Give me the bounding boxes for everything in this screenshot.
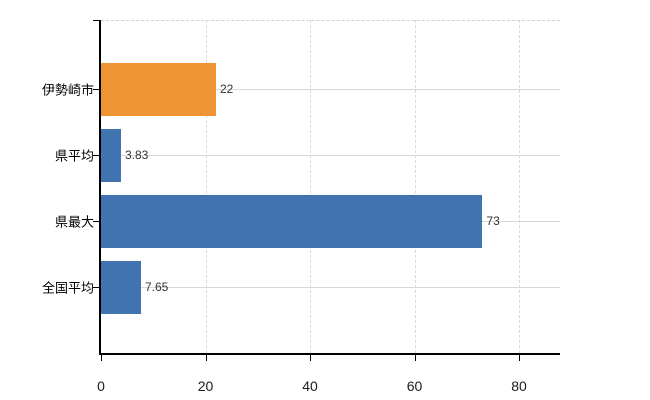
category-label: 県平均 [54, 148, 94, 164]
gridline-vertical [310, 20, 311, 353]
plot-area: 22 3.83 73 7.65 伊勢崎市県平均県最大全国平均 0 20 40 60 80 [42, 20, 560, 394]
y-tick [93, 155, 99, 156]
gridline-vertical [414, 20, 416, 353]
category-label: 県最大 [54, 214, 94, 230]
value-label: 3.83 [125, 148, 149, 162]
x-tick [519, 355, 520, 361]
category-label: 全国平均 [41, 280, 94, 296]
x-tick [310, 355, 311, 361]
x-tick-label: 80 [511, 378, 527, 394]
gridline-vertical [205, 20, 207, 353]
y-tick [93, 287, 99, 288]
value-label: 7.65 [144, 280, 169, 294]
y-tick [93, 89, 99, 90]
bar-0 [101, 62, 216, 116]
y-axis-cap-tick [93, 20, 99, 21]
bar-3 [101, 260, 141, 314]
y-axis-line [99, 20, 101, 355]
y-tick [93, 221, 99, 222]
gridline-horizontal [101, 155, 560, 156]
gridline-vertical [519, 20, 520, 353]
bar-1 [101, 128, 121, 182]
category-label: 伊勢崎市 [41, 82, 94, 98]
plot-top-border [101, 20, 560, 21]
x-axis-line [99, 353, 560, 355]
value-label: 73 [486, 214, 500, 228]
x-tick-label: 0 [97, 378, 105, 394]
x-tick [101, 355, 102, 361]
x-tick-label: 60 [406, 378, 423, 394]
x-tick [205, 355, 207, 361]
x-tick-label: 40 [302, 378, 318, 394]
gridline-horizontal [101, 287, 560, 288]
x-tick-label: 20 [197, 378, 214, 394]
value-label: 22 [219, 82, 234, 96]
x-tick [414, 355, 416, 361]
gridline-horizontal [101, 89, 560, 90]
bar-2 [101, 194, 483, 248]
